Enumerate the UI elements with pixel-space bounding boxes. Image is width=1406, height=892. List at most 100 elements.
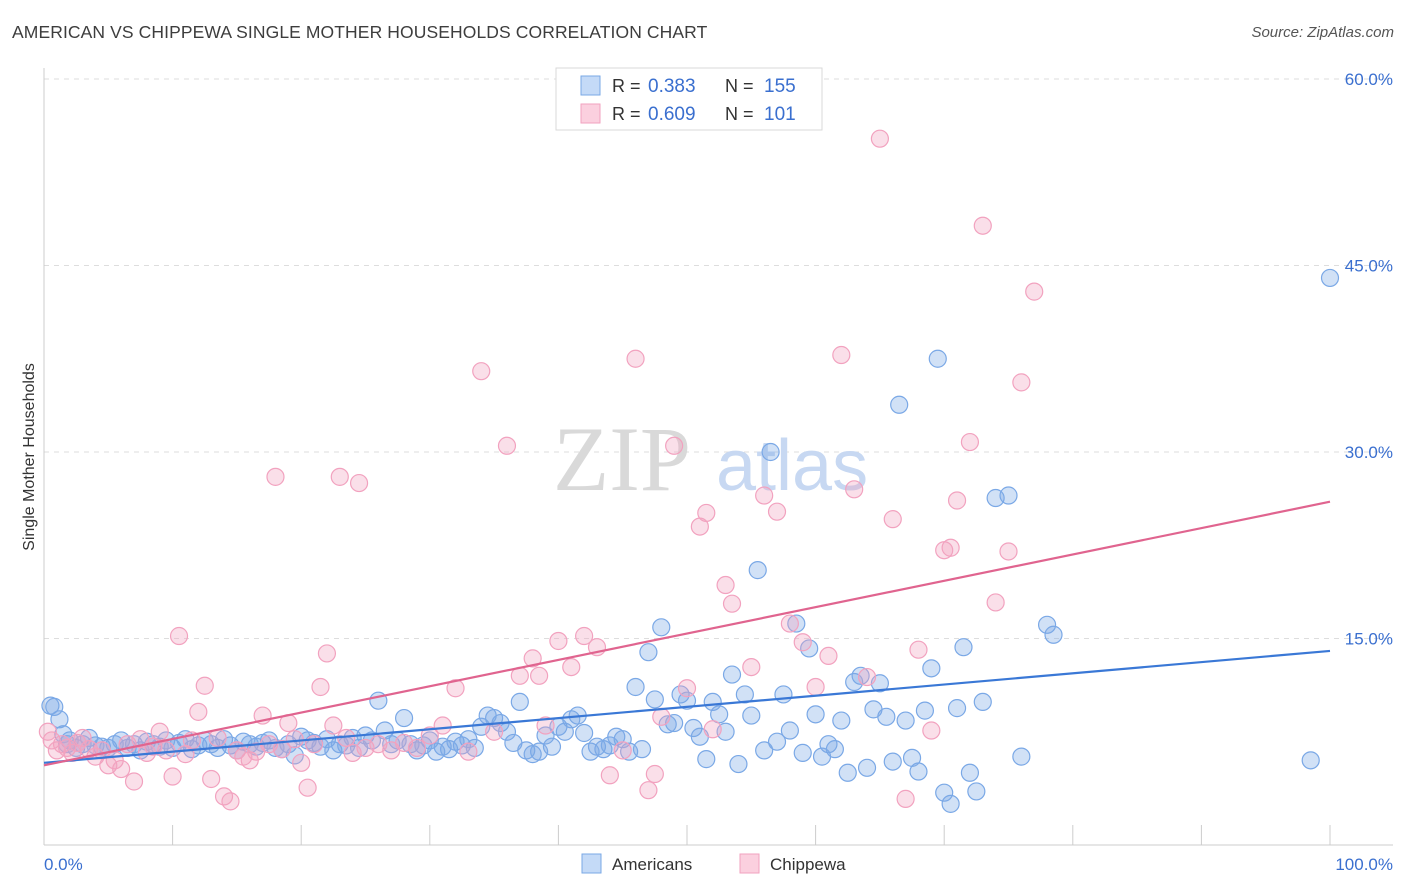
series-americans	[41, 268, 1340, 813]
point-chippewa	[870, 129, 890, 148]
y-tick-label: 15.0%	[1345, 630, 1393, 649]
point-americans	[928, 349, 947, 368]
source-label: Source: ZipAtlas.com	[1251, 24, 1394, 41]
point-americans	[851, 666, 870, 685]
point-chippewa	[857, 667, 877, 687]
legend-n-label-americans: N =	[725, 76, 754, 96]
point-chippewa	[652, 707, 671, 726]
point-chippewa	[407, 738, 427, 758]
axes	[43, 68, 1393, 846]
point-chippewa	[626, 349, 645, 368]
point-chippewa	[38, 722, 57, 741]
point-chippewa	[806, 677, 825, 697]
point-chippewa	[317, 644, 337, 663]
legend-r-label-chippewa: R =	[612, 104, 641, 124]
point-chippewa	[221, 792, 240, 811]
point-americans	[954, 638, 973, 657]
point-chippewa	[755, 486, 774, 505]
point-chippewa	[485, 722, 504, 741]
point-chippewa	[909, 640, 928, 659]
point-americans	[1012, 747, 1031, 766]
point-chippewa	[703, 720, 722, 739]
point-chippewa	[349, 473, 369, 493]
point-americans	[1044, 625, 1063, 644]
point-americans	[645, 690, 664, 709]
y-tick-label: 45.0%	[1345, 257, 1393, 276]
y-tick-label: 30.0%	[1345, 443, 1393, 462]
point-chippewa	[716, 575, 735, 595]
point-americans	[632, 740, 652, 759]
watermark-zip: ZIP	[553, 408, 691, 510]
point-chippewa	[1025, 282, 1044, 301]
point-chippewa	[896, 789, 915, 808]
point-americans	[909, 762, 928, 781]
point-chippewa	[922, 721, 941, 740]
point-chippewa	[292, 753, 311, 772]
point-americans	[941, 794, 960, 813]
point-americans	[1301, 751, 1320, 770]
point-chippewa	[600, 766, 619, 785]
point-chippewa	[497, 436, 517, 455]
series-chippewa	[38, 129, 1044, 811]
y-axis-label: Single Mother Households	[21, 363, 38, 551]
point-americans	[658, 715, 677, 734]
point-americans	[774, 685, 793, 704]
point-chippewa	[536, 716, 555, 735]
x-tick-label-min: 0.0%	[44, 855, 83, 874]
point-chippewa	[433, 716, 452, 735]
point-americans	[825, 740, 844, 759]
point-americans	[935, 783, 954, 802]
point-americans	[729, 754, 748, 774]
point-americans	[761, 442, 780, 462]
point-americans	[1037, 615, 1057, 634]
point-chippewa	[330, 467, 349, 486]
point-chippewa	[645, 764, 664, 784]
point-chippewa	[677, 679, 697, 698]
point-chippewa	[202, 769, 221, 789]
point-chippewa	[459, 742, 478, 761]
legend-n-value-chippewa: 101	[764, 104, 796, 125]
point-americans	[510, 692, 529, 712]
legend-bottom: Americans Chippewa	[581, 853, 846, 874]
point-chippewa	[112, 759, 131, 779]
point-chippewa	[79, 740, 99, 759]
point-chippewa	[324, 716, 343, 735]
trendline-chippewa	[43, 500, 1331, 767]
point-chippewa	[639, 781, 658, 800]
point-americans	[915, 701, 935, 720]
legend-n-value-americans: 155	[764, 76, 796, 97]
point-chippewa	[665, 436, 684, 455]
point-americans	[967, 782, 986, 801]
point-chippewa	[973, 216, 992, 235]
point-chippewa	[1012, 373, 1031, 392]
legend-bottom-swatch-americans	[581, 853, 602, 874]
point-chippewa	[73, 728, 92, 748]
point-chippewa	[311, 677, 330, 697]
point-americans	[999, 486, 1018, 505]
point-americans	[922, 659, 941, 678]
point-americans	[652, 618, 671, 637]
point-americans	[890, 395, 909, 414]
point-americans	[780, 721, 799, 740]
point-americans	[748, 561, 767, 580]
grid-lines	[44, 78, 1393, 639]
point-americans	[787, 614, 806, 633]
point-americans	[896, 711, 915, 730]
legend-top: R = 0.383 N = 155 R = 0.609 N = 101	[555, 67, 823, 131]
point-chippewa	[420, 726, 439, 745]
point-chippewa	[163, 767, 182, 786]
point-chippewa	[68, 733, 87, 753]
point-americans	[677, 691, 697, 710]
point-chippewa	[42, 731, 61, 750]
point-americans	[575, 723, 594, 743]
point-chippewa	[285, 730, 304, 749]
point-chippewa	[195, 676, 214, 695]
point-chippewa	[169, 626, 189, 646]
point-americans	[742, 706, 761, 725]
point-chippewa	[780, 614, 799, 633]
point-americans	[806, 705, 825, 724]
legend-swatch-americans	[580, 75, 601, 96]
legend-r-value-americans: 0.383	[648, 76, 696, 97]
point-chippewa	[124, 772, 144, 791]
legend-r-label-americans: R =	[612, 76, 641, 96]
